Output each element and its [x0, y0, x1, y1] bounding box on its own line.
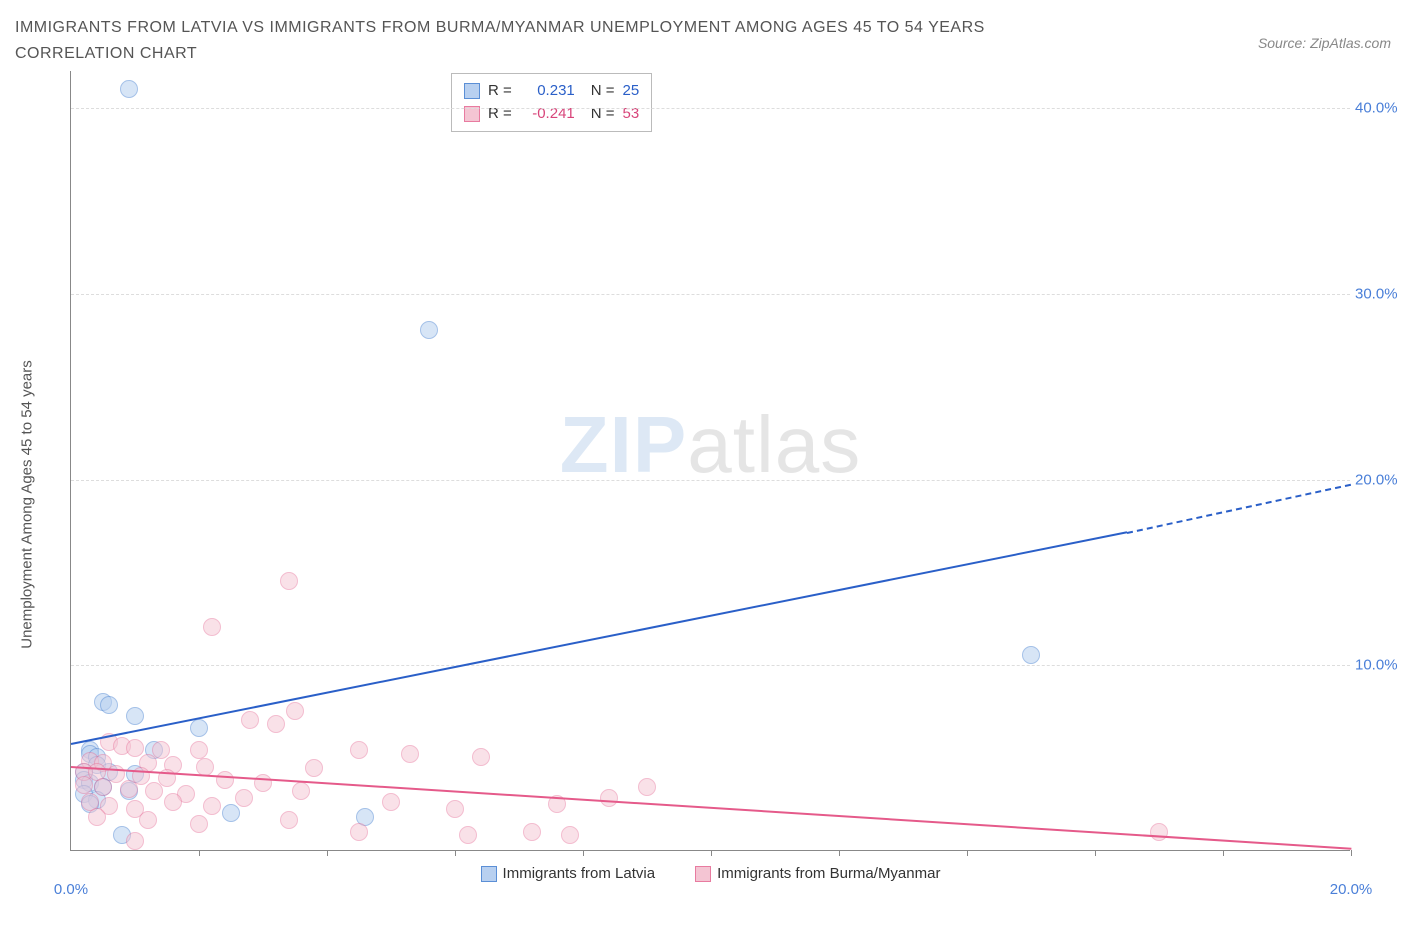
legend-swatch	[695, 866, 711, 882]
scatter-point	[523, 823, 541, 841]
scatter-point	[120, 80, 138, 98]
scatter-point	[222, 804, 240, 822]
x-tick-mark	[967, 850, 968, 856]
source-attribution: Source: ZipAtlas.com	[1258, 35, 1391, 51]
x-tick-mark	[1223, 850, 1224, 856]
legend-swatch	[481, 866, 497, 882]
scatter-point	[305, 759, 323, 777]
scatter-point	[292, 782, 310, 800]
r-value: -0.241	[520, 103, 575, 126]
legend-item: Immigrants from Burma/Myanmar	[695, 865, 940, 882]
bottom-legend: Immigrants from Latvia Immigrants from Bu…	[71, 865, 1350, 882]
x-tick-mark	[711, 850, 712, 856]
plot-area: ZIPatlas R =0.231N =25R =-0.241N =53 10.…	[70, 71, 1350, 851]
r-label: R =	[488, 103, 512, 126]
watermark: ZIPatlas	[560, 399, 861, 491]
gridline-h	[71, 665, 1350, 666]
scatter-point	[446, 800, 464, 818]
legend-label: Immigrants from Latvia	[503, 865, 656, 882]
scatter-point	[203, 797, 221, 815]
y-tick-label: 20.0%	[1355, 471, 1405, 488]
scatter-point	[126, 832, 144, 850]
scatter-point	[267, 715, 285, 733]
scatter-point	[350, 823, 368, 841]
scatter-point	[561, 826, 579, 844]
scatter-point	[88, 808, 106, 826]
scatter-point	[600, 789, 618, 807]
trend-line	[71, 532, 1127, 746]
x-tick-label: 20.0%	[1330, 881, 1373, 898]
scatter-point	[1022, 646, 1040, 664]
x-tick-mark	[327, 850, 328, 856]
x-tick-mark	[199, 850, 200, 856]
scatter-point	[216, 771, 234, 789]
stats-row: R = 0.231 N = 25	[464, 80, 639, 103]
n-label: N =	[591, 80, 615, 103]
scatter-point	[120, 780, 138, 798]
legend-item: Immigrants from Latvia	[481, 865, 656, 882]
scatter-point	[280, 811, 298, 829]
y-tick-label: 30.0%	[1355, 286, 1405, 303]
scatter-point	[382, 793, 400, 811]
scatter-point	[126, 739, 144, 757]
scatter-point	[75, 776, 93, 794]
scatter-point	[100, 696, 118, 714]
trend-line	[1127, 483, 1351, 533]
chart-title-line2: CORRELATION CHART	[15, 41, 985, 67]
scatter-point	[638, 778, 656, 796]
y-axis-label: Unemployment Among Ages 45 to 54 years	[19, 360, 36, 649]
scatter-point	[164, 793, 182, 811]
y-tick-label: 40.0%	[1355, 100, 1405, 117]
scatter-point	[139, 811, 157, 829]
gridline-h	[71, 480, 1350, 481]
scatter-point	[401, 745, 419, 763]
n-value: 53	[623, 103, 640, 126]
n-value: 25	[623, 80, 640, 103]
scatter-point	[472, 748, 490, 766]
scatter-point	[203, 618, 221, 636]
scatter-point	[350, 741, 368, 759]
stats-row: R = -0.241 N = 53	[464, 103, 639, 126]
scatter-point	[196, 758, 214, 776]
chart-title-line1: IMMIGRANTS FROM LATVIA VS IMMIGRANTS FRO…	[15, 15, 985, 41]
scatter-point	[190, 719, 208, 737]
correlation-chart: Unemployment Among Ages 45 to 54 years Z…	[15, 71, 1391, 921]
scatter-point	[126, 707, 144, 725]
gridline-h	[71, 108, 1350, 109]
scatter-point	[420, 321, 438, 339]
x-tick-mark	[455, 850, 456, 856]
scatter-point	[280, 572, 298, 590]
x-tick-mark	[583, 850, 584, 856]
y-tick-label: 10.0%	[1355, 657, 1405, 674]
scatter-point	[190, 815, 208, 833]
x-tick-mark	[1095, 850, 1096, 856]
correlation-stats-box: R = 0.231 N = 25 R = -0.241 N = 53	[451, 73, 652, 132]
legend-swatch	[464, 83, 480, 99]
scatter-point	[145, 782, 163, 800]
r-value: 0.231	[520, 80, 575, 103]
scatter-point	[190, 741, 208, 759]
gridline-h	[71, 294, 1350, 295]
scatter-point	[235, 789, 253, 807]
x-tick-label: 0.0%	[54, 881, 88, 898]
scatter-point	[94, 778, 112, 796]
scatter-point	[241, 711, 259, 729]
legend-label: Immigrants from Burma/Myanmar	[717, 865, 940, 882]
x-tick-mark	[839, 850, 840, 856]
scatter-point	[459, 826, 477, 844]
n-label: N =	[591, 103, 615, 126]
x-tick-mark	[1351, 850, 1352, 856]
scatter-point	[286, 702, 304, 720]
r-label: R =	[488, 80, 512, 103]
trend-line	[71, 766, 1351, 850]
